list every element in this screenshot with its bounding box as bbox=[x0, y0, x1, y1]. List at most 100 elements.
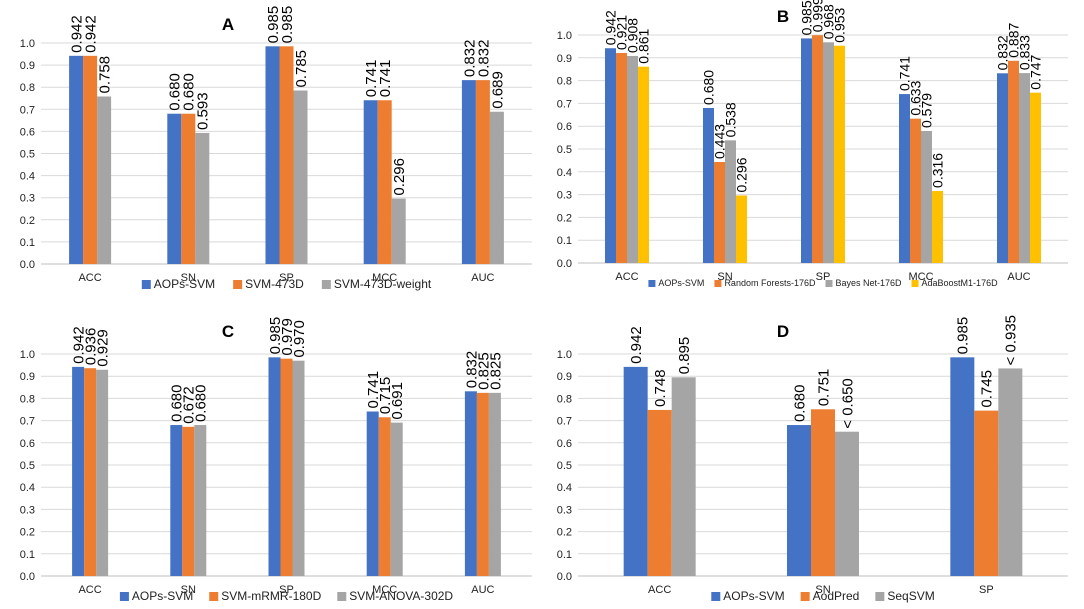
bar bbox=[475, 80, 490, 265]
legend-label: AOPs-SVM bbox=[132, 589, 193, 603]
data-label: 0.296 bbox=[734, 157, 750, 192]
x-tick-label: MCC bbox=[372, 584, 397, 596]
chart-panel-a: 0.0 0.1 0.2 0.3 0.4 0.5 0.6 0.7 0.8 0.9 1.0 A ACC 0.9… bbox=[20, 6, 532, 291]
y-tick-label: 0.0 bbox=[20, 259, 35, 271]
data-label: 0.748 bbox=[652, 369, 669, 407]
data-label: 0.680 bbox=[791, 384, 808, 422]
bar bbox=[363, 100, 378, 264]
x-tick-label: ACC bbox=[615, 271, 638, 283]
bar bbox=[627, 55, 638, 264]
legend-swatch bbox=[141, 280, 151, 289]
x-tick-label: ACC bbox=[78, 272, 101, 284]
legend-swatch bbox=[337, 592, 347, 601]
chart-panel-d: 0.0 0.1 0.2 0.3 0.4 0.5 0.6 0.7 0.8 0.9 1.0 D ACC 0.9… bbox=[557, 315, 1068, 603]
y-tick-label: 0.5 bbox=[557, 460, 572, 472]
data-label: 0.942 bbox=[69, 15, 86, 53]
y-tick-label: 0.6 bbox=[20, 126, 35, 138]
legend: AOPs-SVM AodPred SeqSVM bbox=[711, 589, 935, 603]
y-tick-label: 0.9 bbox=[20, 371, 35, 383]
y-tick-label: 0.6 bbox=[20, 438, 35, 450]
legend-item: AOPs-SVM bbox=[711, 589, 785, 603]
data-label: 0.985 bbox=[799, 0, 815, 35]
legend-item: SVM-mRMR-180D bbox=[209, 589, 322, 603]
bar bbox=[605, 48, 616, 263]
data-label: 0.895 bbox=[676, 337, 693, 375]
bar bbox=[195, 132, 210, 264]
chart-panel-b: 0.0 0.1 0.2 0.3 0.4 0.5 0.6 0.7 0.8 0.9 1.0 B ACC 0.9… bbox=[557, 0, 1068, 288]
data-label: 0.942 bbox=[83, 15, 100, 53]
data-label: 0.785 bbox=[293, 50, 310, 88]
y-tick-label: 0.3 bbox=[20, 193, 35, 205]
data-label: 0.680 bbox=[169, 384, 186, 422]
bar bbox=[616, 53, 627, 264]
data-label: 0.680 bbox=[193, 384, 210, 422]
legend-label: Bayes Net-176D bbox=[835, 278, 902, 288]
legend-swatch bbox=[825, 280, 833, 287]
bar bbox=[390, 422, 403, 576]
bar bbox=[279, 46, 294, 264]
legend-item: AOPs-SVM bbox=[141, 277, 215, 291]
y-tick-label: 0.0 bbox=[20, 571, 35, 583]
data-label: 0.936 bbox=[83, 328, 100, 366]
y-tick-label: 0.9 bbox=[20, 60, 35, 72]
legend-swatch bbox=[321, 280, 331, 289]
bar bbox=[488, 392, 501, 576]
y-tick-label: 0.2 bbox=[20, 215, 35, 227]
data-label: 0.968 bbox=[821, 4, 837, 39]
bar bbox=[84, 368, 97, 576]
bar bbox=[638, 66, 649, 263]
legend-item: SeqSVM bbox=[875, 589, 935, 603]
bar bbox=[476, 392, 489, 576]
data-label: 0.985 bbox=[265, 6, 282, 44]
legend-item: Random Forests-176D bbox=[714, 278, 816, 288]
data-label: 0.953 bbox=[832, 7, 848, 42]
data-label: 0.296 bbox=[391, 158, 408, 196]
bar bbox=[671, 377, 696, 576]
x-tick-label: ACC bbox=[78, 584, 101, 596]
legend-item: AdaBoostM1-176D bbox=[911, 278, 998, 288]
data-label: < 0.935 bbox=[1003, 315, 1020, 365]
x-tick-label: SN bbox=[181, 584, 196, 596]
bar bbox=[787, 425, 811, 576]
data-label: 0.921 bbox=[614, 15, 630, 50]
y-tick-label: 0.0 bbox=[557, 571, 572, 583]
y-tick-label: 0.2 bbox=[20, 527, 35, 539]
bar bbox=[921, 130, 932, 263]
y-tick-label: 1.0 bbox=[20, 38, 35, 50]
y-tick-label: 0.1 bbox=[557, 235, 572, 247]
legend-item: AOPs-SVM bbox=[648, 278, 704, 288]
bar bbox=[932, 190, 943, 263]
data-label: 0.672 bbox=[181, 386, 198, 424]
legend-label: AOPs-SVM bbox=[723, 589, 784, 603]
x-tick-label: AUC bbox=[1007, 271, 1030, 283]
legend-item: SVM-ANOVA-302D bbox=[337, 589, 453, 603]
x-tick-label: MCC bbox=[372, 272, 397, 284]
x-tick-label: SP bbox=[279, 584, 294, 596]
y-tick-label: 0.4 bbox=[557, 482, 572, 494]
legend-swatch bbox=[714, 280, 722, 287]
y-tick-label: 0.7 bbox=[20, 104, 35, 116]
bar bbox=[703, 107, 714, 264]
legend-label: SeqSVM bbox=[887, 589, 934, 603]
y-tick-label: 0.1 bbox=[20, 237, 35, 249]
data-label: 0.443 bbox=[712, 124, 728, 159]
x-tick-label: AUC bbox=[471, 272, 494, 284]
data-label: 0.680 bbox=[181, 73, 198, 111]
y-tick-label: 0.7 bbox=[557, 98, 572, 110]
data-label: 0.741 bbox=[363, 60, 380, 98]
x-tick-label: SN bbox=[815, 584, 830, 596]
bar bbox=[725, 140, 736, 263]
data-label: 0.741 bbox=[897, 56, 913, 91]
data-label: 0.985 bbox=[279, 6, 296, 44]
y-tick-label: 1.0 bbox=[557, 349, 572, 361]
bar bbox=[1019, 73, 1030, 264]
y-tick-label: 0.7 bbox=[20, 416, 35, 428]
bar bbox=[265, 46, 280, 264]
y-tick-label: 0.9 bbox=[557, 53, 572, 65]
legend-swatch bbox=[800, 592, 810, 601]
y-tick-label: 0.6 bbox=[557, 121, 572, 133]
bar bbox=[69, 55, 84, 265]
data-label: 0.832 bbox=[475, 40, 492, 78]
y-tick-label: 0.4 bbox=[20, 482, 35, 494]
bar bbox=[167, 113, 182, 264]
